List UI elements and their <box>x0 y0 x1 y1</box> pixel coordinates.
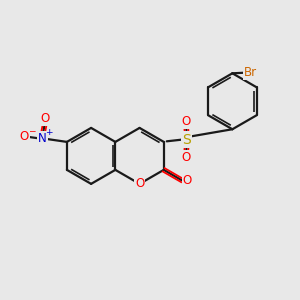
Text: O: O <box>182 116 191 128</box>
Text: O: O <box>40 112 50 125</box>
Text: −: − <box>28 127 35 136</box>
Text: +: + <box>45 128 53 137</box>
Text: O: O <box>20 130 29 143</box>
Text: O: O <box>135 177 144 190</box>
Text: O: O <box>183 174 192 187</box>
Text: S: S <box>182 133 191 146</box>
Text: Br: Br <box>244 66 256 79</box>
Text: N: N <box>38 132 47 145</box>
Text: O: O <box>182 151 191 164</box>
